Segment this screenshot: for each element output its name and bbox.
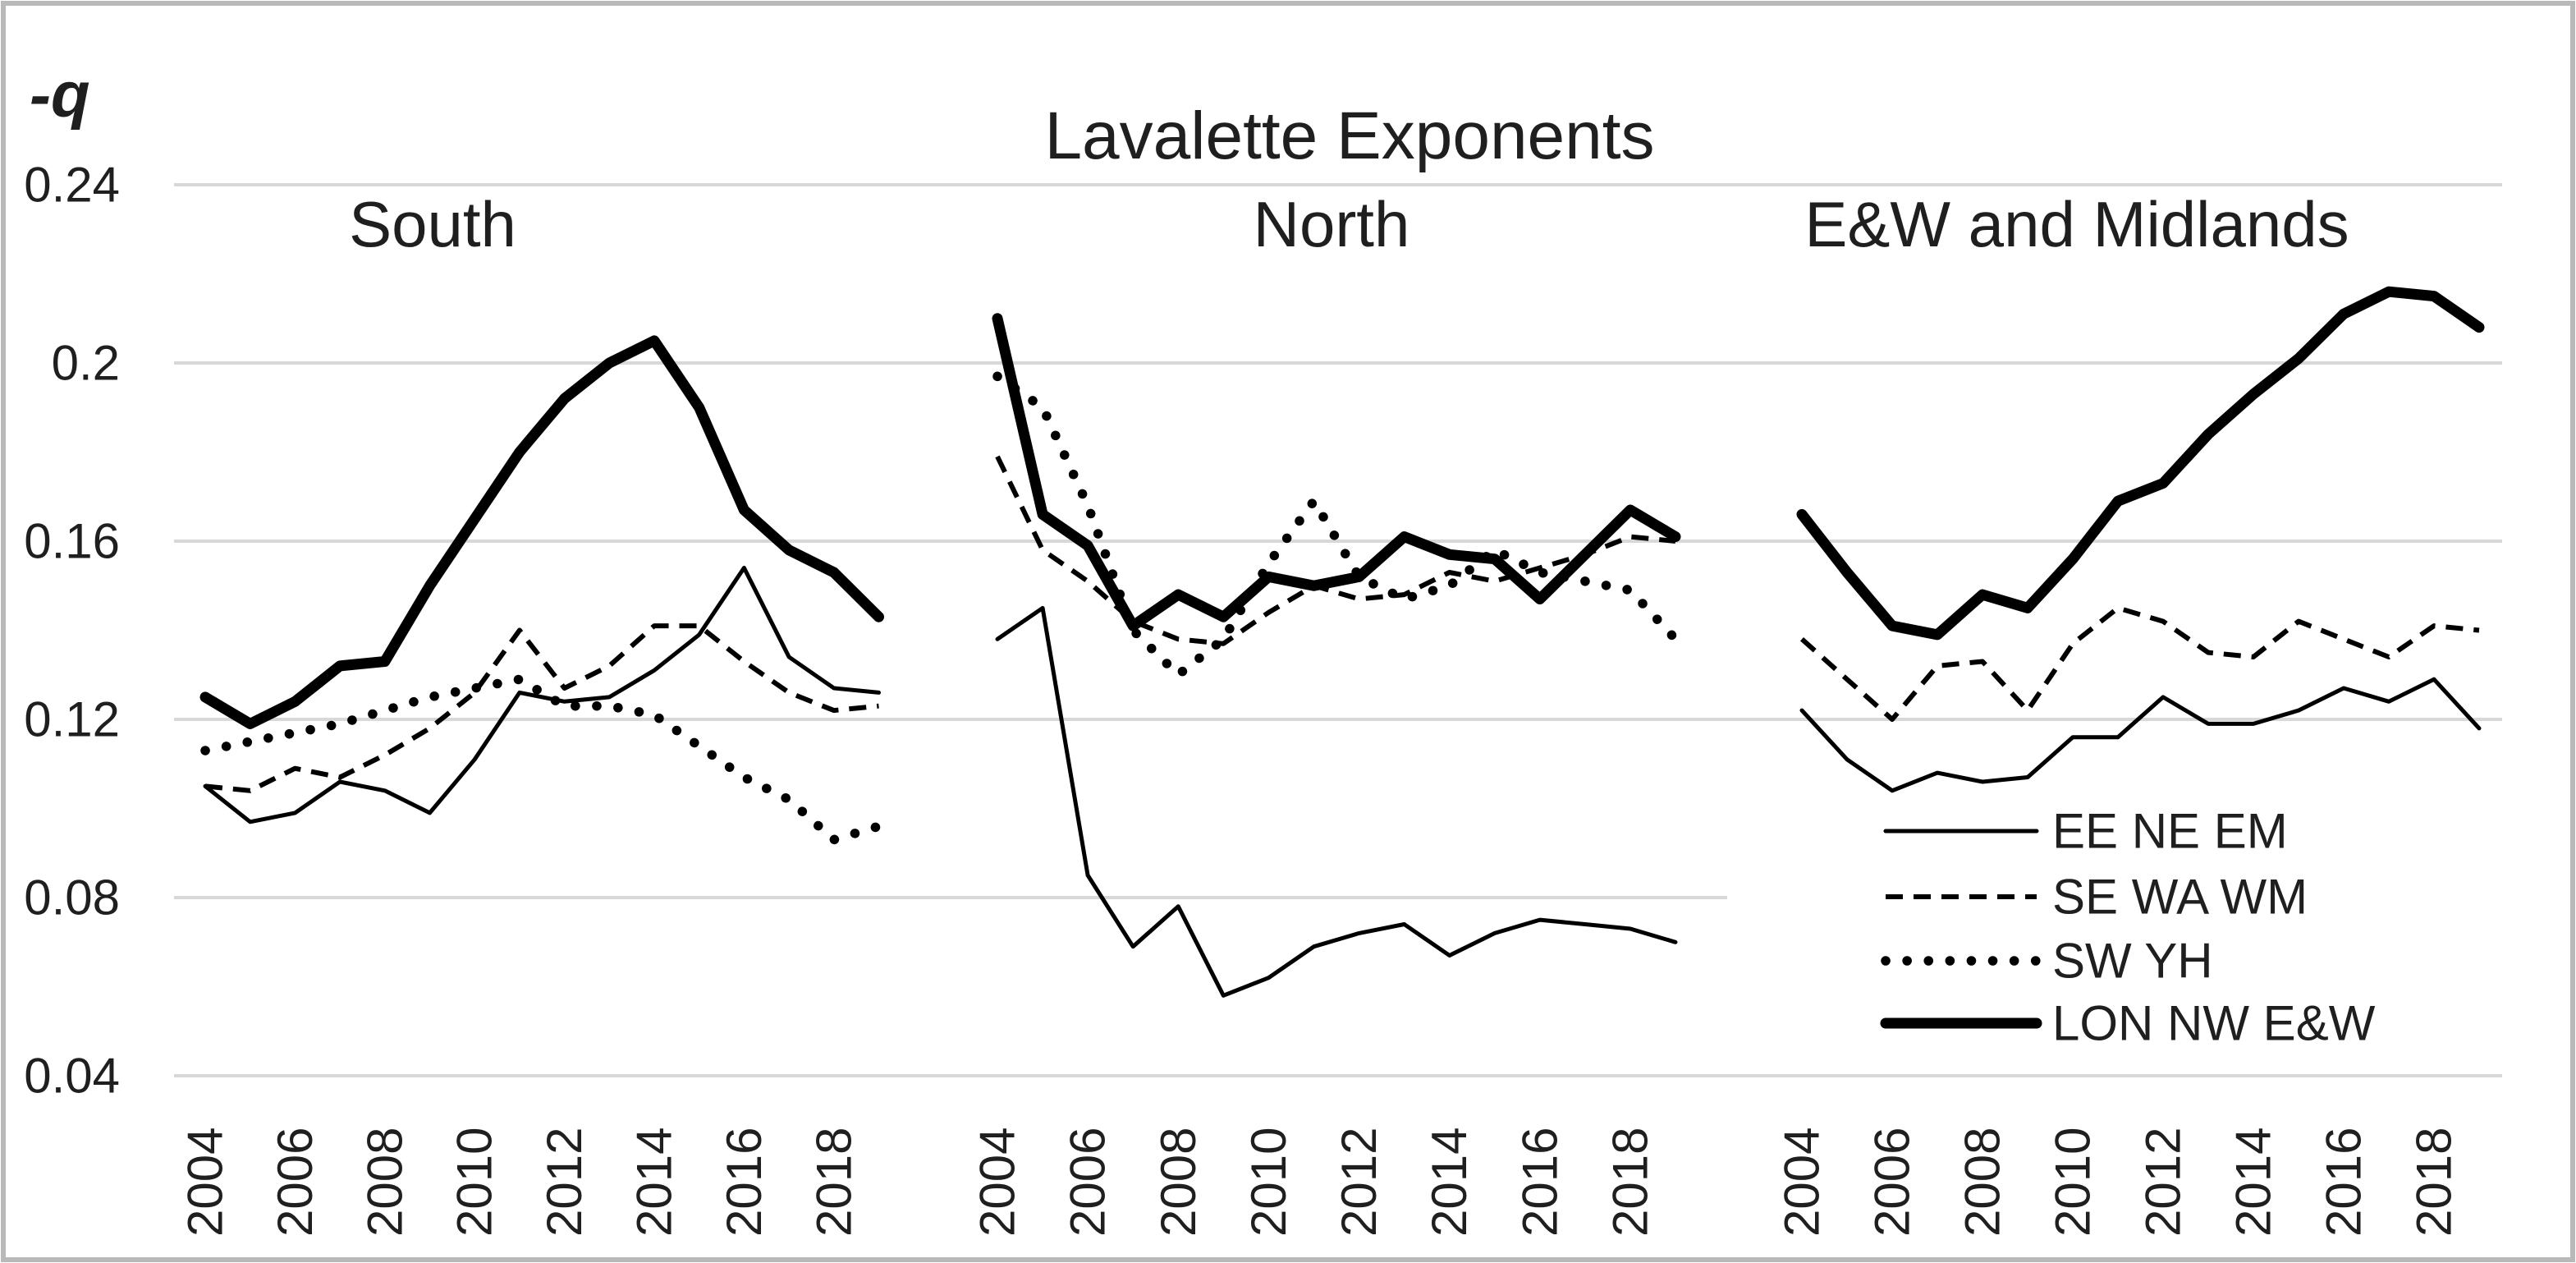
legend-item-sw-yh: SW YH <box>1881 934 2213 989</box>
x-tick-label-e-w-and-midlands-2012: 2012 <box>2136 1128 2191 1237</box>
chart-title: Lavalette Exponents <box>1044 99 1654 173</box>
x-tick-label-north-2008: 2008 <box>1151 1128 1206 1237</box>
y-tick-label-0.04: 0.04 <box>24 1049 120 1104</box>
legend-label-lon-nw-ew: LON NW E&W <box>2052 996 2376 1051</box>
x-tick-label-north-2014: 2014 <box>1422 1128 1477 1237</box>
panel-title-ew-midlands: E&W and Midlands <box>1804 188 2349 260</box>
series-north-yh <box>992 371 1680 680</box>
legend-item-se-wa-wm: SE WA WM <box>1886 870 2308 925</box>
x-tick-label-south-2010: 2010 <box>447 1128 502 1237</box>
x-tick-label-south-2016: 2016 <box>717 1128 772 1237</box>
y-tick-label-0.08: 0.08 <box>24 870 120 925</box>
series-e-w-and-midlands-wm <box>1800 605 2480 722</box>
x-tick-label-north-2006: 2006 <box>1061 1128 1116 1237</box>
x-tick-label-north-2016: 2016 <box>1512 1128 1567 1237</box>
series-south-lon <box>199 335 884 729</box>
y-axis-label: -q <box>30 58 90 131</box>
x-tick-label-south-2014: 2014 <box>627 1128 682 1237</box>
y-tick-label-0.2: 0.2 <box>52 336 120 391</box>
x-tick-label-south-2018: 2018 <box>806 1128 861 1237</box>
x-tick-label-south-2004: 2004 <box>178 1128 233 1237</box>
x-tick-label-north-2004: 2004 <box>970 1128 1025 1237</box>
legend-label-ee-ne-em: EE NE EM <box>2052 804 2288 859</box>
series-north-ne <box>995 605 1678 998</box>
x-tick-label-south-2006: 2006 <box>268 1128 323 1237</box>
gridlines-layer <box>174 183 2502 1077</box>
legend-label-se-wa-wm: SE WA WM <box>2052 870 2308 925</box>
series-south-ee <box>203 566 881 824</box>
panel-title-north: North <box>1254 188 1410 260</box>
x-tick-label-south-2008: 2008 <box>357 1128 412 1237</box>
x-tick-label-north-2010: 2010 <box>1241 1128 1296 1237</box>
series-south-sw <box>200 674 884 845</box>
x-tick-label-north-2012: 2012 <box>1332 1128 1387 1237</box>
x-tick-label-e-w-and-midlands-2008: 2008 <box>1955 1128 2010 1237</box>
y-axis-tick-labels: 0.24 0.2 0.16 0.12 0.08 0.04 <box>24 158 120 1104</box>
x-tick-label-e-w-and-midlands-2004: 2004 <box>1775 1128 1830 1237</box>
y-tick-label-0.12: 0.12 <box>24 692 120 747</box>
y-tick-label-0.24: 0.24 <box>24 158 120 213</box>
panel-titles: South North E&W and Midlands <box>349 188 2349 260</box>
x-tick-label-south-2012: 2012 <box>537 1128 592 1237</box>
x-tick-label-e-w-and-midlands-2006: 2006 <box>1865 1128 1920 1237</box>
series-e-w-and-midlands-em <box>1799 677 2482 793</box>
x-tick-label-e-w-and-midlands-2016: 2016 <box>2317 1128 2372 1237</box>
x-tick-label-e-w-and-midlands-2014: 2014 <box>2226 1128 2281 1237</box>
y-tick-label-0.16: 0.16 <box>24 514 120 569</box>
legend-item-ee-ne-em: EE NE EM <box>1883 804 2288 859</box>
series-south-se <box>204 623 879 793</box>
legend-item-lon-nw-ew: LON NW E&W <box>1880 996 2376 1051</box>
x-tick-label-e-w-and-midlands-2018: 2018 <box>2407 1128 2462 1237</box>
series-north-wa <box>995 455 1676 646</box>
x-axis-tick-labels: 2004 2006 2008 2010 2012 2014 2016 2018 2004 2006… <box>178 1128 2462 1237</box>
x-tick-label-north-2018: 2018 <box>1603 1128 1658 1237</box>
legend-label-sw-yh: SW YH <box>2052 934 2213 989</box>
legend: EE NE EM SE WA WM SW YH LON NW E&W <box>1880 804 2376 1051</box>
series-e-w-and-midlands-e-w <box>1796 286 2485 641</box>
series-layer <box>199 286 2485 998</box>
panel-title-south: South <box>349 188 516 260</box>
x-tick-label-e-w-and-midlands-2010: 2010 <box>2046 1128 2101 1237</box>
series-north-nw <box>992 313 1681 632</box>
